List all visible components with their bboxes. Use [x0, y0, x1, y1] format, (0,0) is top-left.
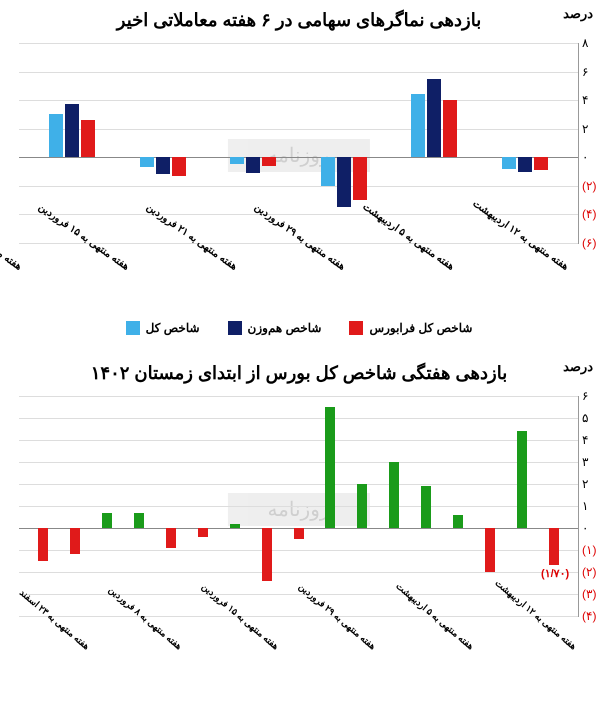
bar — [231, 43, 245, 243]
y-tick-label: ۰ — [583, 150, 600, 164]
legend-swatch — [229, 321, 243, 335]
y-tick-label: ۵ — [583, 411, 600, 425]
bar-rect — [444, 100, 458, 157]
bar-rect — [141, 157, 155, 167]
y-tick-label: ۶ — [583, 65, 600, 79]
y-tick-label: (۲) — [583, 179, 600, 193]
bar-rect — [66, 104, 80, 157]
bar-rect — [157, 157, 171, 174]
bar-rect — [39, 528, 49, 561]
legend-label: شاخص کل — [147, 321, 201, 335]
bar-rect — [173, 157, 187, 176]
bar — [412, 43, 426, 243]
bar-rect — [82, 120, 96, 157]
legend-label: شاخص هم‌وزن — [249, 321, 323, 335]
bar-group — [252, 396, 284, 616]
chart-1: درصد بازدهی نماگرهای سهامی در ۶ هفته معا… — [0, 0, 600, 353]
bar-rect — [50, 114, 64, 157]
bar-rect — [326, 407, 336, 528]
bar — [535, 43, 549, 243]
bar — [322, 43, 336, 243]
bar — [71, 396, 81, 616]
chart-1-legend: شاخص کل شاخص هم‌وزن شاخص کل فرابورس — [20, 321, 580, 335]
bar-rect — [358, 484, 368, 528]
bar-rect — [519, 157, 533, 171]
bar-rect — [503, 157, 517, 168]
y-tick-label: (۳) — [583, 587, 600, 601]
bar-group — [443, 396, 475, 616]
bar — [167, 396, 177, 616]
bar-rect — [354, 157, 368, 200]
bar-rect — [338, 157, 352, 207]
bar — [428, 43, 442, 243]
bar-group — [156, 396, 188, 616]
bar-group — [60, 396, 92, 616]
y-tick-label: ۰ — [583, 521, 600, 535]
y-tick-label: ۱ — [583, 499, 600, 513]
bar — [103, 396, 113, 616]
chart-2: درصد بازدهی هفتگی شاخص کل بورس از ابتدای… — [0, 353, 600, 693]
bar-rect — [231, 524, 241, 528]
bar-rect — [486, 528, 496, 572]
bar-rect — [199, 528, 209, 537]
bar — [358, 396, 368, 616]
bar — [454, 396, 464, 616]
legend-swatch — [350, 321, 364, 335]
bar-rect — [550, 528, 560, 565]
y-tick-label: ۴ — [583, 433, 600, 447]
bar-rect — [71, 528, 81, 554]
bar-rect — [135, 513, 145, 528]
y-tick-label: ۲ — [583, 477, 600, 491]
legend-item: شاخص کل — [127, 321, 201, 335]
bar-group: (۱/۷۰) — [539, 396, 571, 616]
bar-rect — [263, 528, 273, 581]
bar — [338, 43, 352, 243]
bar-rect — [247, 157, 261, 173]
y-tick-label: (۴) — [583, 609, 600, 623]
y-tick-label: ۸ — [583, 36, 600, 50]
bar-rect — [263, 157, 277, 166]
chart-1-x-labels: هفته منتهی به ۸ فروردینهفته منتهی به ۱۵ … — [20, 250, 580, 275]
legend-swatch — [127, 321, 141, 335]
legend-label: شاخص کل فرابورس — [370, 321, 473, 335]
value-annotation: (۱/۷۰) — [542, 567, 570, 580]
bar-group — [347, 396, 379, 616]
y-axis-label-2: درصد — [564, 359, 594, 375]
y-tick-label: (۱) — [583, 543, 600, 557]
bar-rect — [454, 515, 464, 528]
bar: (۱/۷۰) — [550, 396, 560, 616]
bars-row: (۱/۷۰) — [28, 396, 571, 616]
y-axis-label-1: درصد — [564, 6, 594, 22]
chart-1-title: بازدهی نماگرهای سهامی در ۶ هفته معاملاتی… — [20, 10, 580, 31]
legend-item: شاخص کل فرابورس — [350, 321, 473, 335]
y-tick-label: (۴) — [583, 207, 600, 221]
bar — [444, 43, 458, 243]
bar-rect — [428, 79, 442, 158]
bar — [263, 396, 273, 616]
bar-rect — [518, 431, 528, 528]
bar-rect — [167, 528, 177, 548]
bar-rect — [390, 462, 400, 528]
bar-rect — [103, 513, 113, 528]
y-tick-label: ۳ — [583, 455, 600, 469]
bar-rect — [422, 486, 432, 528]
y-tick-label: (۶) — [583, 236, 600, 250]
y-tick-label: ۴ — [583, 93, 600, 107]
bar-rect — [535, 157, 549, 170]
legend-item: شاخص هم‌وزن — [229, 321, 323, 335]
y-tick-label: (۲) — [583, 565, 600, 579]
bar-rect — [231, 157, 245, 164]
chart-2-title: بازدهی هفتگی شاخص کل بورس از ابتدای زمست… — [20, 363, 580, 384]
bar-rect — [295, 528, 305, 539]
bar-rect — [322, 157, 336, 186]
chart-2-x-labels: هفته منتهی به ۶ دیهفته منتهی به ۱۳ دیهفت… — [20, 623, 580, 683]
bar-rect — [412, 94, 426, 157]
y-tick-label: ۲ — [583, 122, 600, 136]
y-tick-label: ۶ — [583, 389, 600, 403]
